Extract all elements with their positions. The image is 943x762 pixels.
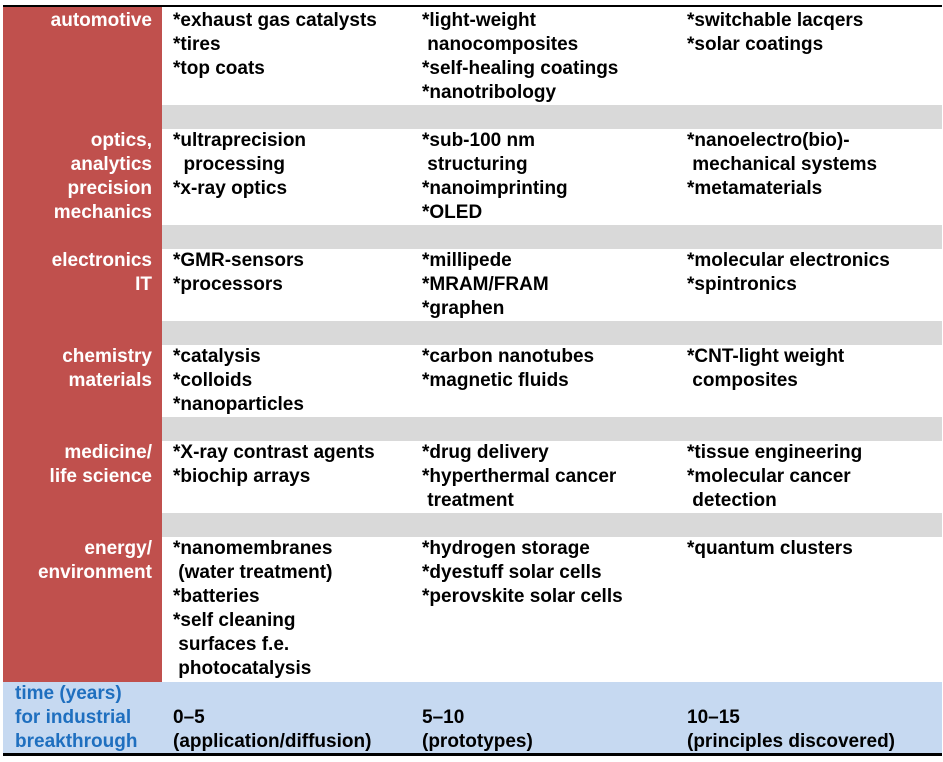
category-label-optics: optics, analytics precision mechanics xyxy=(53,130,152,223)
table-cell: *drug delivery *hyperthermal cancer trea… xyxy=(422,442,617,511)
timeline-footer: time (years) for industrial breakthrough… xyxy=(3,682,942,753)
table-cell: *nanoelectro(bio)- mechanical systems *m… xyxy=(687,130,878,199)
category-label-chemistry: chemistry materials xyxy=(62,346,152,391)
table-cell: *switchable lacqers *solar coatings xyxy=(687,10,864,55)
table-cell: *CNT-light weight composites xyxy=(687,346,845,391)
table-cell: *catalysis *colloids *nanoparticles xyxy=(173,346,304,415)
table-cell: *tissue engineering *molecular cancer de… xyxy=(687,442,863,511)
table-cell: *millipede *MRAM/FRAM *graphen xyxy=(422,250,549,319)
table-cell: *molecular electronics *spintronics xyxy=(687,250,890,295)
row-separator xyxy=(162,105,942,129)
footer-period: 10–15 (principles discovered) xyxy=(687,707,896,752)
row-separator xyxy=(162,321,942,345)
footer-label: time (years) for industrial breakthrough xyxy=(15,683,138,752)
table-cell: *ultraprecision processing *x-ray optics xyxy=(173,130,307,199)
category-label-electronics: electronics IT xyxy=(51,250,152,295)
table-cell: *nanomembranes (water treatment) *batter… xyxy=(173,538,333,679)
category-label-energy: energy/ environment xyxy=(37,538,152,583)
row-separator xyxy=(162,225,942,249)
category-column xyxy=(3,7,162,682)
table-cell: *quantum clusters xyxy=(687,538,853,559)
footer-period: 0–5 (application/diffusion) xyxy=(173,707,372,752)
category-label-medicine: medicine/ life science xyxy=(49,442,152,487)
table-cell: *exhaust gas catalysts *tires *top coats xyxy=(173,10,377,79)
nanotech-applications-table: automotive *exhaust gas catalysts *tires… xyxy=(3,5,942,756)
table-cell: *X-ray contrast agents *biochip arrays xyxy=(173,442,375,487)
table-cell: *sub-100 nm structuring *nanoimprinting … xyxy=(422,130,568,223)
table-cell: *carbon nanotubes *magnetic fluids xyxy=(422,346,595,391)
table-cell: *GMR-sensors *processors xyxy=(173,250,304,295)
table-cell: *light-weight nanocomposites *self-heali… xyxy=(422,10,619,103)
row-separator xyxy=(162,513,942,537)
category-label-automotive: automotive xyxy=(50,10,152,31)
row-separator xyxy=(162,417,942,441)
footer-period: 5–10 (prototypes) xyxy=(422,707,533,752)
table-cell: *hydrogen storage *dyestuff solar cells … xyxy=(422,538,623,607)
